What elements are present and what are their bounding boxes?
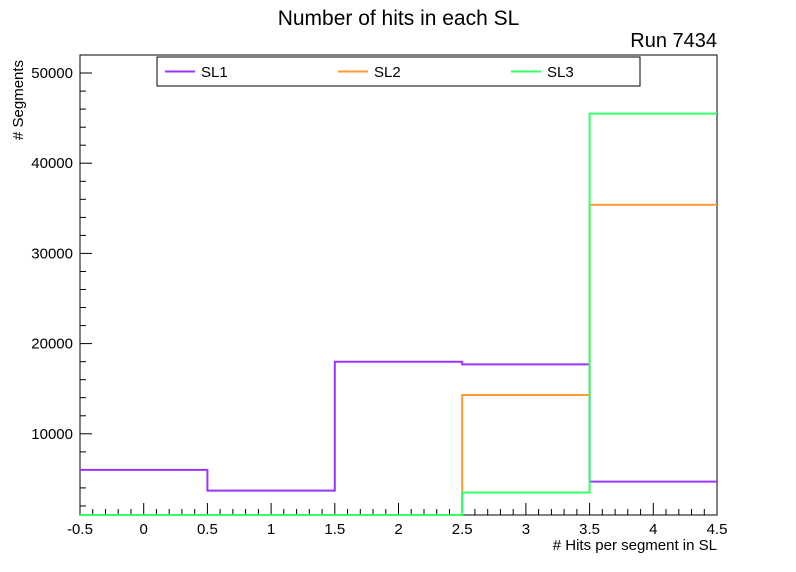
svg-text:1: 1 (267, 521, 275, 538)
series-SL1 (80, 360, 717, 492)
svg-text:1.5: 1.5 (324, 521, 345, 538)
svg-text:4.5: 4.5 (707, 521, 728, 538)
legend-label-SL3: SL3 (547, 64, 574, 81)
legend: SL1 SL2 SL3 (156, 56, 641, 87)
svg-text:4: 4 (649, 521, 657, 538)
series-SL3 (80, 112, 717, 516)
svg-text:10000: 10000 (31, 426, 73, 443)
x-axis-title: # Hits per segment in SL (552, 537, 717, 554)
svg-text:3: 3 (522, 521, 530, 538)
svg-text:3.5: 3.5 (579, 521, 600, 538)
chart-title: Number of hits in each SL (277, 7, 520, 30)
plot-frame (79, 54, 718, 516)
svg-text:0: 0 (140, 521, 148, 538)
svg-text:40000: 40000 (31, 155, 73, 172)
x-axis: -0.5 0 0.5 1 1.5 2 2.5 3 3.5 4 4.5 (67, 503, 727, 538)
svg-text:50000: 50000 (31, 65, 73, 82)
svg-text:-0.5: -0.5 (67, 521, 93, 538)
svg-text:2.5: 2.5 (452, 521, 473, 538)
y-axis: 10000 20000 30000 40000 50000 (31, 54, 92, 507)
series-SL2 (80, 203, 717, 516)
svg-text:2: 2 (394, 521, 402, 538)
svg-text:20000: 20000 (31, 336, 73, 353)
svg-text:30000: 30000 (31, 245, 73, 262)
legend-label-SL2: SL2 (374, 64, 401, 81)
legend-label-SL1: SL1 (201, 64, 228, 81)
svg-text:0.5: 0.5 (197, 521, 218, 538)
run-label: Run 7434 (630, 30, 717, 52)
